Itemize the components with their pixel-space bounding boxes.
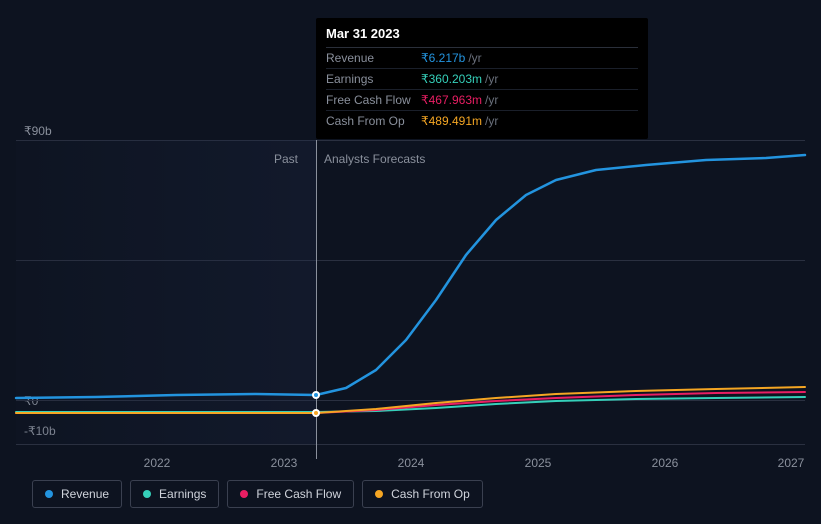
legend-item-earnings[interactable]: Earnings [130, 480, 219, 508]
tooltip-metric-value: ₹6.217b [421, 51, 465, 65]
x-axis-tick-label: 2022 [144, 456, 171, 470]
tooltip-row: Revenue₹6.217b/yr [326, 48, 638, 69]
hover-point-marker [312, 391, 320, 399]
plot-area[interactable]: Past Analysts Forecasts [16, 140, 805, 444]
legend-dot-icon [375, 490, 383, 498]
hover-point-marker [312, 409, 320, 417]
chart-tooltip: Mar 31 2023 Revenue₹6.217b/yrEarnings₹36… [316, 18, 648, 139]
tooltip-metric-label: Cash From Op [326, 114, 421, 128]
chart-lines [16, 140, 805, 444]
legend-dot-icon [240, 490, 248, 498]
series-line-revenue [16, 155, 805, 398]
x-axis-tick-label: 2025 [525, 456, 552, 470]
legend-label: Earnings [159, 487, 206, 501]
tooltip-row: Cash From Op₹489.491m/yr [326, 111, 638, 131]
tooltip-metric-unit: /yr [485, 114, 498, 128]
legend-label: Cash From Op [391, 487, 470, 501]
x-axis-tick-label: 2027 [778, 456, 805, 470]
chart-legend: Revenue Earnings Free Cash Flow Cash From O… [32, 480, 483, 508]
tooltip-metric-unit: /yr [485, 93, 498, 107]
x-axis-tick-label: 2023 [271, 456, 298, 470]
y-axis-tick-label: ₹90b [24, 124, 52, 138]
legend-label: Revenue [61, 487, 109, 501]
legend-item-cashop[interactable]: Cash From Op [362, 480, 483, 508]
chart-container: Mar 31 2023 Revenue₹6.217b/yrEarnings₹36… [16, 0, 805, 524]
tooltip-metric-label: Earnings [326, 72, 421, 86]
gridline [16, 444, 805, 445]
tooltip-metric-value: ₹467.963m [421, 93, 482, 107]
tooltip-metric-unit: /yr [468, 51, 481, 65]
legend-dot-icon [45, 490, 53, 498]
tooltip-date: Mar 31 2023 [326, 26, 638, 48]
legend-item-fcf[interactable]: Free Cash Flow [227, 480, 354, 508]
series-line-earnings [16, 397, 805, 412]
tooltip-metric-unit: /yr [485, 72, 498, 86]
legend-item-revenue[interactable]: Revenue [32, 480, 122, 508]
tooltip-metric-label: Revenue [326, 51, 421, 65]
tooltip-row: Earnings₹360.203m/yr [326, 69, 638, 90]
legend-label: Free Cash Flow [256, 487, 341, 501]
tooltip-row: Free Cash Flow₹467.963m/yr [326, 90, 638, 111]
tooltip-metric-value: ₹360.203m [421, 72, 482, 86]
x-axis-tick-label: 2024 [398, 456, 425, 470]
tooltip-metric-label: Free Cash Flow [326, 93, 421, 107]
tooltip-metric-value: ₹489.491m [421, 114, 482, 128]
legend-dot-icon [143, 490, 151, 498]
x-axis-tick-label: 2026 [652, 456, 679, 470]
